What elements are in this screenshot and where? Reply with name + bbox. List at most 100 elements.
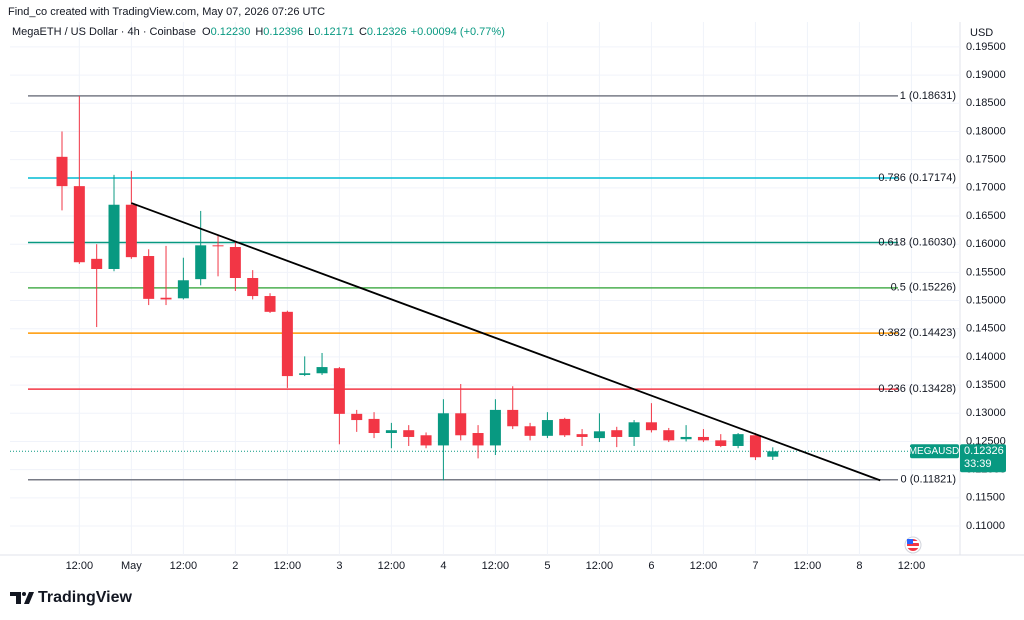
candle-body <box>472 433 484 446</box>
candle-body <box>108 204 120 269</box>
candle-body <box>403 430 415 437</box>
y-tick-label: 0.18500 <box>966 97 1006 109</box>
legend-change: +0.00094 (+0.77%) <box>411 26 505 38</box>
y-tick-label: 0.19000 <box>966 69 1006 81</box>
candle-body <box>333 368 345 414</box>
candle-body <box>143 256 155 299</box>
fib-label: 0.382 (0.14423) <box>878 327 956 339</box>
x-tick-label: 12:00 <box>170 560 198 572</box>
y-tick-label: 0.11500 <box>966 492 1005 504</box>
y-tick-label: 0.14000 <box>966 351 1006 363</box>
x-tick-label: 12:00 <box>690 560 718 572</box>
candle-body <box>125 204 137 258</box>
candle-body <box>576 434 588 437</box>
candle-body <box>489 409 501 446</box>
legend-key: O <box>202 26 211 38</box>
candle-body <box>628 422 640 437</box>
candle-body <box>195 245 207 280</box>
legend-value: 0.12396 <box>263 26 303 38</box>
x-tick-label: 12:00 <box>378 560 406 572</box>
y-tick-label: 0.14500 <box>966 323 1006 335</box>
fib-label: 0.618 (0.16030) <box>878 236 956 248</box>
y-tick-label: 0.15500 <box>966 266 1006 278</box>
x-tick-label: 12:00 <box>482 560 510 572</box>
symbol-tag-bg <box>910 444 959 459</box>
candle-body <box>507 409 519 427</box>
candle-body <box>524 426 536 436</box>
candle-body <box>160 297 172 300</box>
candle-body <box>645 422 657 431</box>
y-tick-label: 0.13500 <box>966 379 1006 391</box>
symbol-tag: MEGAUSD <box>909 446 960 457</box>
y-tick-label: 0.13000 <box>966 407 1006 419</box>
candle-body <box>541 420 553 436</box>
x-tick-label: 12:00 <box>66 560 94 572</box>
countdown: 33:39 <box>964 458 992 470</box>
candle-body <box>247 278 259 297</box>
legend-value: 0.12230 <box>211 26 251 38</box>
candle-body <box>680 436 692 440</box>
axes: 0.110000.115000.120000.125000.130000.135… <box>66 41 1006 572</box>
y-tick-label: 0.19500 <box>966 41 1006 53</box>
y-tick-label: 0.11000 <box>966 520 1005 532</box>
x-tick-label: 12:00 <box>794 560 822 572</box>
legend-key: L <box>308 26 314 38</box>
x-tick-label: 5 <box>544 560 550 572</box>
candle-body <box>593 431 605 439</box>
candle-body <box>437 413 449 446</box>
x-tick-label: 12:00 <box>898 560 926 572</box>
candle-body <box>91 258 103 269</box>
candle-body <box>749 435 761 458</box>
legend-key: C <box>359 26 367 38</box>
candle-body <box>663 430 675 441</box>
y-tick-label: 0.18000 <box>966 125 1006 137</box>
axis-unit: USD <box>970 27 993 39</box>
logo: TradingView <box>10 589 133 606</box>
y-tick-label: 0.17000 <box>966 182 1006 194</box>
legend-value: 0.12171 <box>314 26 354 38</box>
x-tick-label: 2 <box>232 560 238 572</box>
candle-body <box>368 418 380 434</box>
candle-body <box>455 413 467 436</box>
brand: TradingView <box>38 589 133 606</box>
candle-body <box>732 434 744 446</box>
candle-body <box>73 186 85 263</box>
header: Find_co created with TradingView.com, Ma… <box>8 6 325 18</box>
fib-label: 0 (0.11821) <box>901 474 956 486</box>
candle-body <box>385 430 397 434</box>
candle-body <box>299 373 311 375</box>
fib-label: 1 (0.18631) <box>900 90 956 102</box>
candle-body <box>715 440 727 446</box>
candle-body <box>420 435 432 446</box>
x-tick-label: 4 <box>440 560 446 572</box>
candle-body <box>767 451 779 457</box>
x-tick-label: 6 <box>648 560 654 572</box>
x-tick-label: 12:00 <box>586 560 614 572</box>
y-tick-label: 0.15000 <box>966 294 1006 306</box>
x-tick-label: May <box>121 560 142 572</box>
legend-key: H <box>255 26 263 38</box>
legend-value: 0.12326 <box>367 26 407 38</box>
price-tag: 0.12326 <box>964 445 1004 457</box>
candle-body <box>264 296 276 312</box>
x-tick-label: 8 <box>856 560 862 572</box>
candle-body <box>351 413 363 421</box>
candle-body <box>559 418 571 436</box>
trend-line <box>131 202 881 482</box>
candles <box>56 95 881 482</box>
y-tick-label: 0.16500 <box>966 210 1006 222</box>
x-tick-label: 7 <box>752 560 758 572</box>
legend-symbol: MegaETH / US Dollar · 4h · Coinbase <box>12 26 196 38</box>
candle-body <box>229 247 241 279</box>
fib-label: 0.786 (0.17174) <box>878 172 956 184</box>
candle-body <box>177 280 189 299</box>
fib-levels: 1 (0.18631) 0.786 (0.17174) 0.618 (0.16030… <box>10 90 960 486</box>
x-tick-label: 3 <box>336 560 342 572</box>
candle-body <box>56 156 68 187</box>
candle-body <box>316 367 328 374</box>
candle-body <box>281 311 293 377</box>
legend: MegaETH / US Dollar · 4h · Coinbase O0.12… <box>12 26 505 38</box>
y-tick-label: 0.16000 <box>966 238 1006 250</box>
